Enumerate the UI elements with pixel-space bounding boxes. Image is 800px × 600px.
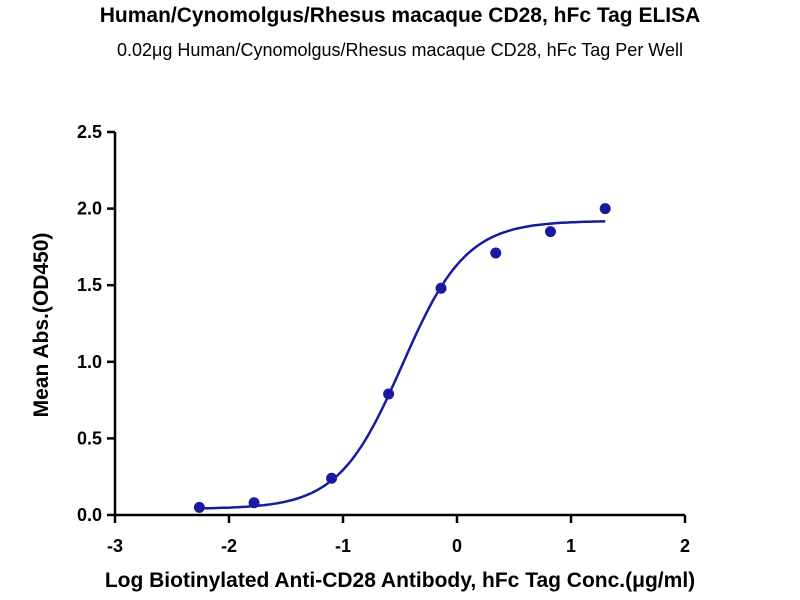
y-tick-label: 2.0: [77, 199, 102, 219]
x-tick-label: 0: [452, 536, 462, 556]
y-tick-label: 1.0: [77, 352, 102, 372]
data-point: [490, 247, 502, 259]
x-tick-label: -3: [107, 536, 123, 556]
x-tick-label: -2: [221, 536, 237, 556]
data-point: [383, 388, 395, 400]
chart-title: Human/Cynomolgus/Rhesus macaque CD28, hF…: [99, 4, 701, 27]
data-points: [193, 203, 611, 513]
y-tick-label: 2.5: [77, 122, 102, 142]
chart-subtitle: 0.02μg Human/Cynomolgus/Rhesus macaque C…: [117, 40, 683, 60]
fit-curve: [199, 220, 606, 510]
tick-labels: -3 -2 -1 0 1 2 0.0 0.5 1.0 1.5 2.0 2.5: [77, 122, 690, 556]
data-point: [326, 472, 338, 484]
tick-marks: [107, 130, 687, 523]
data-point: [248, 497, 260, 509]
y-tick-label: 1.5: [77, 275, 102, 295]
axes: [113, 132, 685, 517]
x-axis-label: Log Biotinylated Anti-CD28 Antibody, hFc…: [105, 569, 695, 592]
y-axis-label: Mean Abs.(OD450): [30, 233, 53, 418]
x-tick-label: -1: [335, 536, 351, 556]
data-point: [193, 501, 205, 513]
y-tick-label: 0.0: [77, 505, 102, 525]
y-tick-label: 0.5: [77, 428, 102, 448]
data-point: [544, 226, 556, 238]
x-tick-label: 1: [566, 536, 576, 556]
data-point: [599, 203, 611, 215]
data-point: [435, 282, 447, 294]
x-tick-label: 2: [680, 536, 690, 556]
